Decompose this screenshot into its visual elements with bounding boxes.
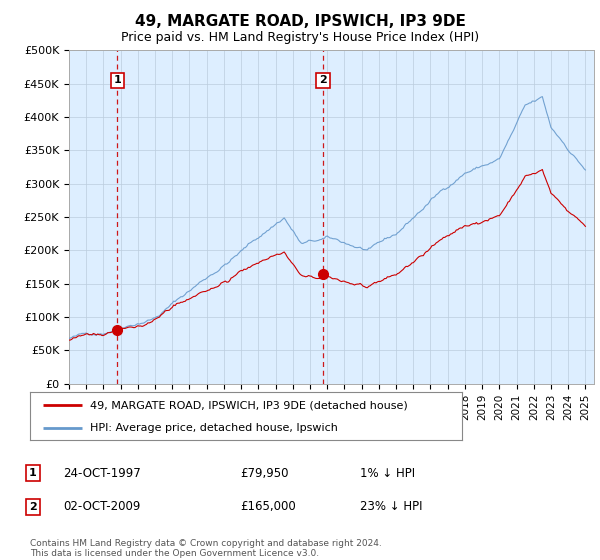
Text: HPI: Average price, detached house, Ipswich: HPI: Average price, detached house, Ipsw… <box>91 423 338 433</box>
Text: Contains HM Land Registry data © Crown copyright and database right 2024.
This d: Contains HM Land Registry data © Crown c… <box>30 539 382 558</box>
Text: £165,000: £165,000 <box>240 500 296 514</box>
Text: 1: 1 <box>29 468 37 478</box>
Text: 2: 2 <box>319 76 327 85</box>
Text: 1% ↓ HPI: 1% ↓ HPI <box>360 466 415 480</box>
Text: 1: 1 <box>113 76 121 85</box>
Text: 02-OCT-2009: 02-OCT-2009 <box>63 500 140 514</box>
Text: 49, MARGATE ROAD, IPSWICH, IP3 9DE: 49, MARGATE ROAD, IPSWICH, IP3 9DE <box>134 14 466 29</box>
Text: 49, MARGATE ROAD, IPSWICH, IP3 9DE (detached house): 49, MARGATE ROAD, IPSWICH, IP3 9DE (deta… <box>91 400 408 410</box>
Text: £79,950: £79,950 <box>240 466 289 480</box>
Text: 23% ↓ HPI: 23% ↓ HPI <box>360 500 422 514</box>
Text: 24-OCT-1997: 24-OCT-1997 <box>63 466 141 480</box>
Text: Price paid vs. HM Land Registry's House Price Index (HPI): Price paid vs. HM Land Registry's House … <box>121 31 479 44</box>
Text: 2: 2 <box>29 502 37 512</box>
